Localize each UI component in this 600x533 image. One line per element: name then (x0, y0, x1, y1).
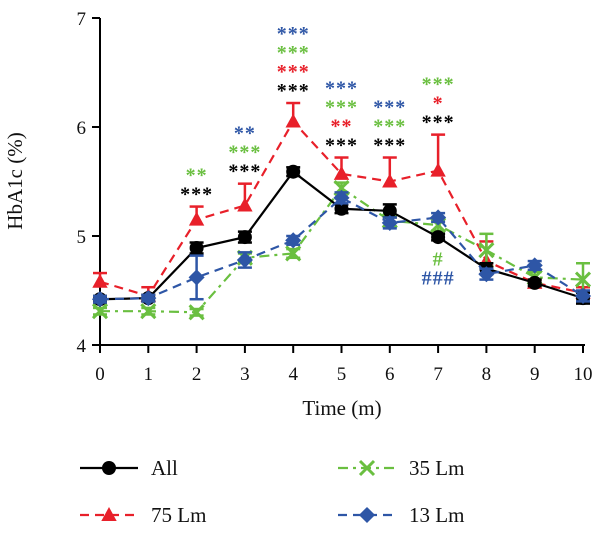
significance-marker: # (433, 248, 444, 270)
significance-marker: *** (422, 112, 455, 134)
series-layer (91, 101, 592, 321)
significance-marker: *** (180, 184, 213, 206)
y-tick-label: 5 (77, 227, 87, 248)
significance-marker: *** (325, 97, 358, 119)
data-point-all (334, 201, 349, 216)
legend-label: 13 Lm (409, 503, 464, 527)
data-point-lm13 (91, 291, 109, 308)
data-point-lm13 (188, 269, 205, 286)
x-tick-label: 1 (144, 364, 154, 385)
legend-item-all: All (80, 456, 178, 480)
data-point-lm75 (430, 162, 446, 177)
legend-marker-lm75 (101, 507, 117, 521)
data-point-lm75 (188, 211, 205, 226)
legend-marker-all (102, 461, 116, 475)
y-ticks: 4 5 6 7 (77, 9, 100, 357)
significance-marker: *** (277, 61, 310, 83)
annotations: ************************* ***************… (180, 23, 455, 289)
series-lm13 (91, 189, 592, 308)
significance-marker: ** (186, 165, 208, 187)
legend: All 35 Lm 75 Lm 13 Lm (80, 456, 464, 527)
legend-item-lm75: 75 Lm (80, 503, 206, 527)
x-tick-label: 3 (240, 364, 250, 385)
x-axis-title: Time (m) (302, 396, 381, 420)
x-tick-label: 4 (288, 364, 298, 385)
x-tick-label: 7 (433, 364, 443, 385)
x-tick-label: 8 (482, 364, 492, 385)
data-point-lm13 (381, 214, 398, 231)
data-point-all (189, 240, 204, 255)
legend-marker-lm13 (358, 506, 376, 524)
data-point-lm75 (92, 273, 108, 288)
legend-label: 75 Lm (151, 503, 206, 527)
significance-marker: *** (228, 161, 261, 183)
data-point-lm35 (285, 245, 302, 262)
significance-marker: *** (277, 23, 310, 45)
legend-label: All (151, 456, 178, 480)
data-point-lm13 (574, 287, 592, 304)
significance-marker: *** (277, 42, 310, 64)
data-point-lm35 (140, 303, 157, 320)
data-point-lm75 (237, 197, 253, 212)
data-point-lm13 (526, 257, 543, 274)
x-tick-label: 0 (95, 364, 105, 385)
data-point-lm75 (285, 113, 301, 128)
data-point-all (382, 203, 397, 218)
legend-item-lm35: 35 Lm (338, 456, 464, 480)
data-point-lm13 (333, 189, 350, 206)
data-point-lm35 (478, 242, 495, 259)
x-tick-label: 6 (385, 364, 395, 385)
data-point-all (286, 164, 301, 179)
x-tick-label: 5 (337, 364, 347, 385)
legend-item-lm13: 13 Lm (338, 503, 464, 527)
data-point-lm13 (140, 290, 157, 307)
significance-marker: ** (234, 123, 256, 145)
data-point-lm75 (333, 165, 350, 180)
y-axis-title: HbA1c (%) (3, 132, 27, 229)
data-point-lm75 (382, 173, 398, 188)
y-tick-label: 7 (77, 9, 87, 30)
significance-marker: *** (325, 135, 358, 157)
x-tick-label: 9 (530, 364, 540, 385)
significance-marker: *** (228, 142, 261, 164)
series-line-lm75 (99, 119, 584, 298)
data-point-lm13 (430, 209, 447, 226)
significance-marker: *** (373, 97, 406, 119)
data-point-all (431, 230, 446, 245)
series-line-lm13 (99, 196, 584, 301)
significance-marker: * (433, 93, 444, 115)
data-point-lm35 (574, 271, 592, 288)
y-tick-label: 4 (77, 336, 87, 357)
legend-label: 35 Lm (409, 456, 464, 480)
x-tick-label: 10 (574, 364, 593, 385)
data-point-lm35 (91, 303, 109, 320)
y-tick-label: 6 (77, 118, 87, 139)
data-point-all (527, 275, 542, 290)
significance-marker: *** (277, 80, 310, 102)
x-ticks: 0 1 2 3 4 5 6 7 8 9 10 (95, 345, 593, 385)
data-point-lm13 (478, 266, 495, 283)
significance-marker: *** (373, 116, 406, 138)
data-point-lm13 (236, 251, 253, 269)
significance-marker: *** (422, 74, 455, 96)
x-tick-label: 2 (192, 364, 202, 385)
significance-marker: ** (331, 116, 353, 138)
significance-marker: ### (422, 267, 455, 289)
data-point-lm13 (285, 232, 302, 249)
data-point-lm35 (188, 304, 205, 321)
legend-marker-lm35 (358, 459, 376, 477)
significance-marker: *** (325, 78, 358, 100)
significance-marker: *** (373, 135, 406, 157)
data-point-all (237, 230, 252, 245)
